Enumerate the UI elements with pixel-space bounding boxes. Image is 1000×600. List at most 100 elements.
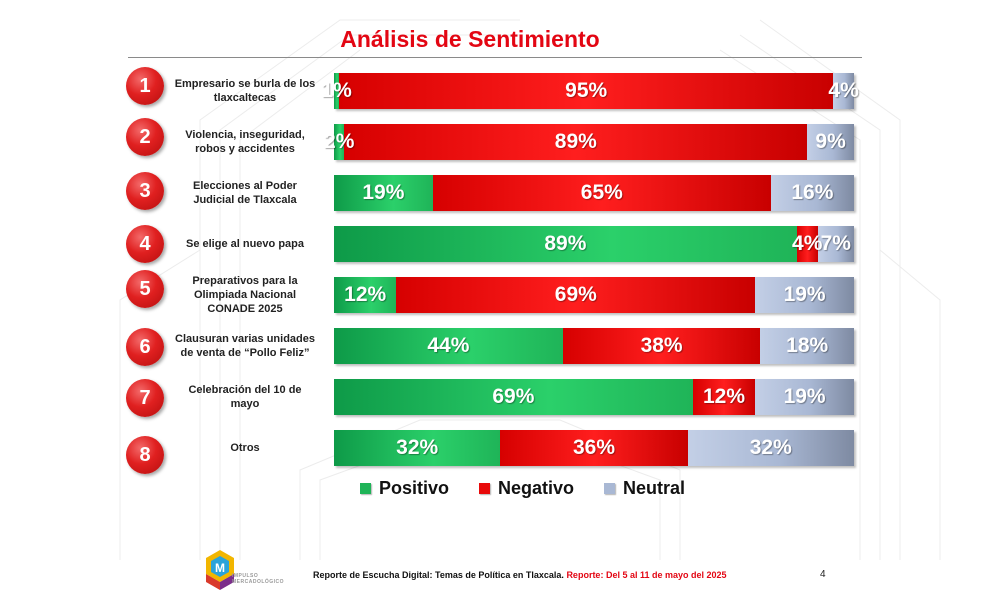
legend-item-positive: Positivo	[360, 478, 449, 499]
legend-item-neutral: Neutral	[604, 478, 685, 499]
data-label-neutral: 9%	[815, 130, 846, 153]
bar-segment-negative: 69%	[396, 277, 756, 313]
row-label-line: Judicial de Tlaxcala	[193, 194, 297, 206]
stacked-bar: 44% 38% 18%	[334, 328, 854, 364]
stacked-bar: 32% 36% 32%	[334, 430, 854, 466]
row-label-line: Clausuran varias unidades	[175, 333, 315, 345]
data-label-positive: 89%	[544, 232, 587, 255]
title-underline	[128, 57, 862, 58]
stacked-bar: 89% 4% 7%	[334, 226, 854, 262]
row-number-badge: 5	[126, 270, 164, 308]
data-label-neutral: 16%	[791, 181, 834, 204]
legend: Positivo Negativo Neutral	[360, 478, 685, 499]
row-label-line: Se elige al nuevo papa	[186, 238, 304, 250]
data-label-negative: 95%	[565, 79, 608, 102]
bar-segment-neutral: 7%	[817, 226, 854, 262]
legend-label-positive: Positivo	[379, 478, 450, 498]
row-number-badge: 2	[126, 118, 164, 156]
data-label-neutral: 19%	[783, 385, 826, 408]
legend-swatch-positive	[360, 483, 371, 494]
row-label-line: robos y accidentes	[195, 143, 295, 155]
bar-segment-negative: 95%	[339, 73, 834, 109]
bar-segment-positive: 19%	[334, 175, 433, 211]
legend-label-negative: Negativo	[498, 478, 575, 498]
data-label-neutral: 7%	[820, 232, 851, 255]
row-label: Otros	[166, 426, 324, 470]
row-label: Elecciones al Poder Judicial de Tlaxcala	[166, 171, 324, 215]
stacked-bar: 12% 69% 19%	[334, 277, 854, 313]
row-label-line: CONADE 2025	[207, 303, 283, 315]
data-label-neutral: 18%	[786, 334, 829, 357]
row-label: Se elige al nuevo papa	[166, 222, 324, 266]
bar-segment-neutral: 4%	[828, 73, 859, 109]
bar-segment-neutral: 16%	[770, 175, 854, 211]
bar-segment-neutral: 19%	[755, 277, 854, 313]
row-label-line: Celebración del 10 de	[188, 384, 302, 396]
bar-segment-negative: 4%	[792, 226, 822, 262]
data-label-negative: 36%	[572, 436, 615, 459]
row-label: Celebración del 10 de mayo	[166, 375, 324, 419]
legend-swatch-neutral	[604, 483, 616, 494]
row-label-line: Otros	[230, 442, 260, 454]
bar-segment-negative: 36%	[500, 430, 688, 466]
stacked-bar: 69% 12% 19%	[334, 379, 854, 415]
row-label-line: Preparativos para la	[192, 275, 298, 287]
bar-segment-negative: 38%	[562, 328, 761, 364]
bar-segment-positive: 89%	[334, 226, 797, 262]
logo-text: IMPULSO MERCADOLÓGICO	[232, 573, 284, 585]
row-label: Empresario se burla de los tlaxcaltecas	[166, 69, 324, 113]
bar-segment-negative: 65%	[432, 175, 771, 211]
data-label-negative: 4%	[792, 232, 823, 255]
data-label-neutral: 32%	[749, 436, 792, 459]
logo-line-2: MERCADOLÓGICO	[232, 579, 285, 585]
row-label-line: de venta de “Pollo Feliz”	[180, 347, 310, 359]
row-number-badge: 1	[126, 67, 164, 105]
row-label: Clausuran varias unidades de venta de “Po…	[166, 324, 324, 368]
data-label-negative: 89%	[554, 130, 597, 153]
bar-segment-neutral: 18%	[760, 328, 854, 364]
data-label-negative: 38%	[640, 334, 683, 357]
stacked-bar: 1% 95% 4%	[321, 73, 859, 109]
chart-title: Análisis de Sentimiento	[340, 26, 600, 52]
row-label-line: Empresario se burla de los	[174, 78, 316, 90]
bar-segment-positive: 1%	[321, 73, 352, 109]
footer-date-range: Reporte: Del 5 al 11 de mayo del 2025	[566, 570, 727, 580]
company-logo: M	[206, 550, 234, 590]
data-label-positive: 2%	[324, 130, 355, 153]
bar-segment-positive: 32%	[334, 430, 501, 466]
legend-swatch-negative	[479, 483, 491, 494]
row-number-badge: 8	[126, 436, 164, 474]
data-label-positive: 12%	[344, 283, 387, 306]
data-label-positive: 69%	[492, 385, 535, 408]
stacked-bar: 19% 65% 16%	[334, 175, 854, 211]
bar-segment-positive: 2%	[324, 124, 354, 160]
bar-segment-neutral: 32%	[687, 430, 854, 466]
data-label-neutral: 4%	[828, 79, 859, 102]
bar-segment-negative: 12%	[692, 379, 756, 415]
row-number-badge: 4	[126, 225, 164, 263]
row-label-line: Olimpiada Nacional	[193, 289, 297, 301]
row-label-line: mayo	[230, 398, 260, 410]
row-number-badge: 3	[126, 172, 164, 210]
row-label-line: Elecciones al Poder	[193, 180, 297, 192]
data-label-neutral: 19%	[783, 283, 826, 306]
bar-segment-neutral: 9%	[807, 124, 854, 160]
bar-segment-positive: 69%	[334, 379, 693, 415]
svg-text:M: M	[215, 561, 225, 575]
data-label-negative: 65%	[580, 181, 623, 204]
data-label-positive: 32%	[396, 436, 439, 459]
legend-item-negative: Negativo	[479, 478, 574, 499]
row-number-badge: 7	[126, 379, 164, 417]
logo-line-1: IMPULSO	[232, 573, 259, 579]
legend-label-neutral: Neutral	[623, 478, 686, 498]
page-number: 4	[820, 569, 826, 580]
bar-segment-neutral: 19%	[755, 379, 854, 415]
footer-text: Reporte de Escucha Digital: Temas de Pol…	[313, 570, 727, 580]
data-label-negative: 12%	[702, 385, 745, 408]
bar-segment-positive: 44%	[334, 328, 563, 364]
row-label-line: tlaxcaltecas	[213, 92, 277, 104]
footer-report-title: Reporte de Escucha Digital: Temas de Pol…	[313, 570, 564, 580]
bar-segment-negative: 89%	[344, 124, 808, 160]
stacked-bar: 2% 89% 9%	[324, 124, 854, 160]
bar-segment-positive: 12%	[334, 277, 397, 313]
